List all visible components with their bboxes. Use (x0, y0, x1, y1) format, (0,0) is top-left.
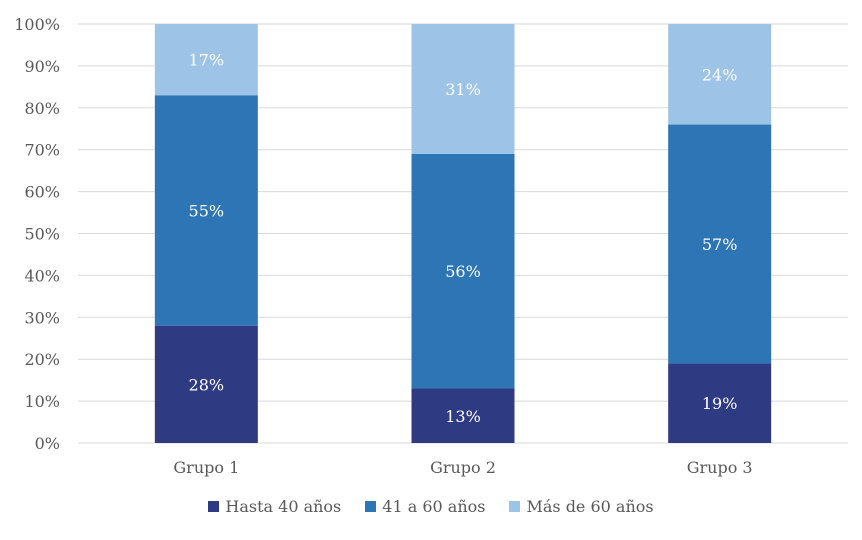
legend-swatch (365, 501, 377, 512)
legend-item-41-60: 41 a 60 años (365, 497, 485, 516)
bar-segment (154, 24, 258, 96)
y-tick-label: 80% (24, 99, 60, 118)
bar-segment (668, 24, 772, 125)
data-label: 55% (189, 201, 225, 220)
y-tick-label: 50% (24, 225, 60, 244)
legend-item-mas-60: Más de 60 años (509, 497, 654, 516)
data-label: 56% (445, 262, 481, 281)
x-category-label: Grupo 3 (687, 458, 753, 477)
legend: Hasta 40 años 41 a 60 años Más de 60 año… (0, 497, 862, 516)
y-tick-label: 40% (24, 266, 60, 285)
legend-swatch (509, 501, 521, 512)
y-tick-label: 20% (24, 350, 60, 369)
bar-segment (411, 153, 515, 389)
bar-segment (668, 363, 772, 443)
bar-segment (668, 124, 772, 364)
data-label: 57% (702, 235, 738, 254)
legend-swatch (208, 501, 220, 512)
y-tick-label: 60% (24, 183, 60, 202)
y-tick-label: 10% (24, 392, 60, 411)
x-category-label: Grupo 1 (173, 458, 239, 477)
y-tick-label: 90% (24, 57, 60, 76)
y-tick-label: 0% (35, 434, 60, 453)
bar-segment (154, 325, 258, 443)
y-tick-label: 100% (14, 15, 60, 34)
data-label: 28% (189, 375, 225, 394)
data-label: 31% (445, 80, 481, 99)
y-tick-label: 30% (24, 308, 60, 327)
bar-segment (411, 24, 515, 154)
bar-segment (154, 95, 258, 326)
data-label: 13% (445, 407, 481, 426)
x-category-label: Grupo 2 (430, 458, 496, 477)
legend-item-hasta-40: Hasta 40 años (208, 497, 341, 516)
stacked-bar-chart: 0% 10% 20% 30% 40% 50% 60% 70% 80% 90% 100% 28% 55%… (14, 15, 848, 477)
x-axis: Grupo 1 Grupo 2 Grupo 3 (173, 458, 752, 477)
legend-label: Más de 60 años (526, 497, 654, 516)
legend-label: Hasta 40 años (225, 497, 342, 516)
data-label: 24% (702, 65, 738, 84)
y-axis: 0% 10% 20% 30% 40% 50% 60% 70% 80% 90% 100% (14, 15, 60, 453)
legend-label: 41 a 60 años (382, 497, 486, 516)
data-label: 17% (189, 51, 225, 70)
bars: 28% 55% 17% 13% 56% 31% 19% 57% 24% (154, 24, 772, 443)
data-label: 19% (702, 394, 738, 413)
bar-segment (411, 388, 515, 443)
y-tick-label: 70% (24, 141, 60, 160)
